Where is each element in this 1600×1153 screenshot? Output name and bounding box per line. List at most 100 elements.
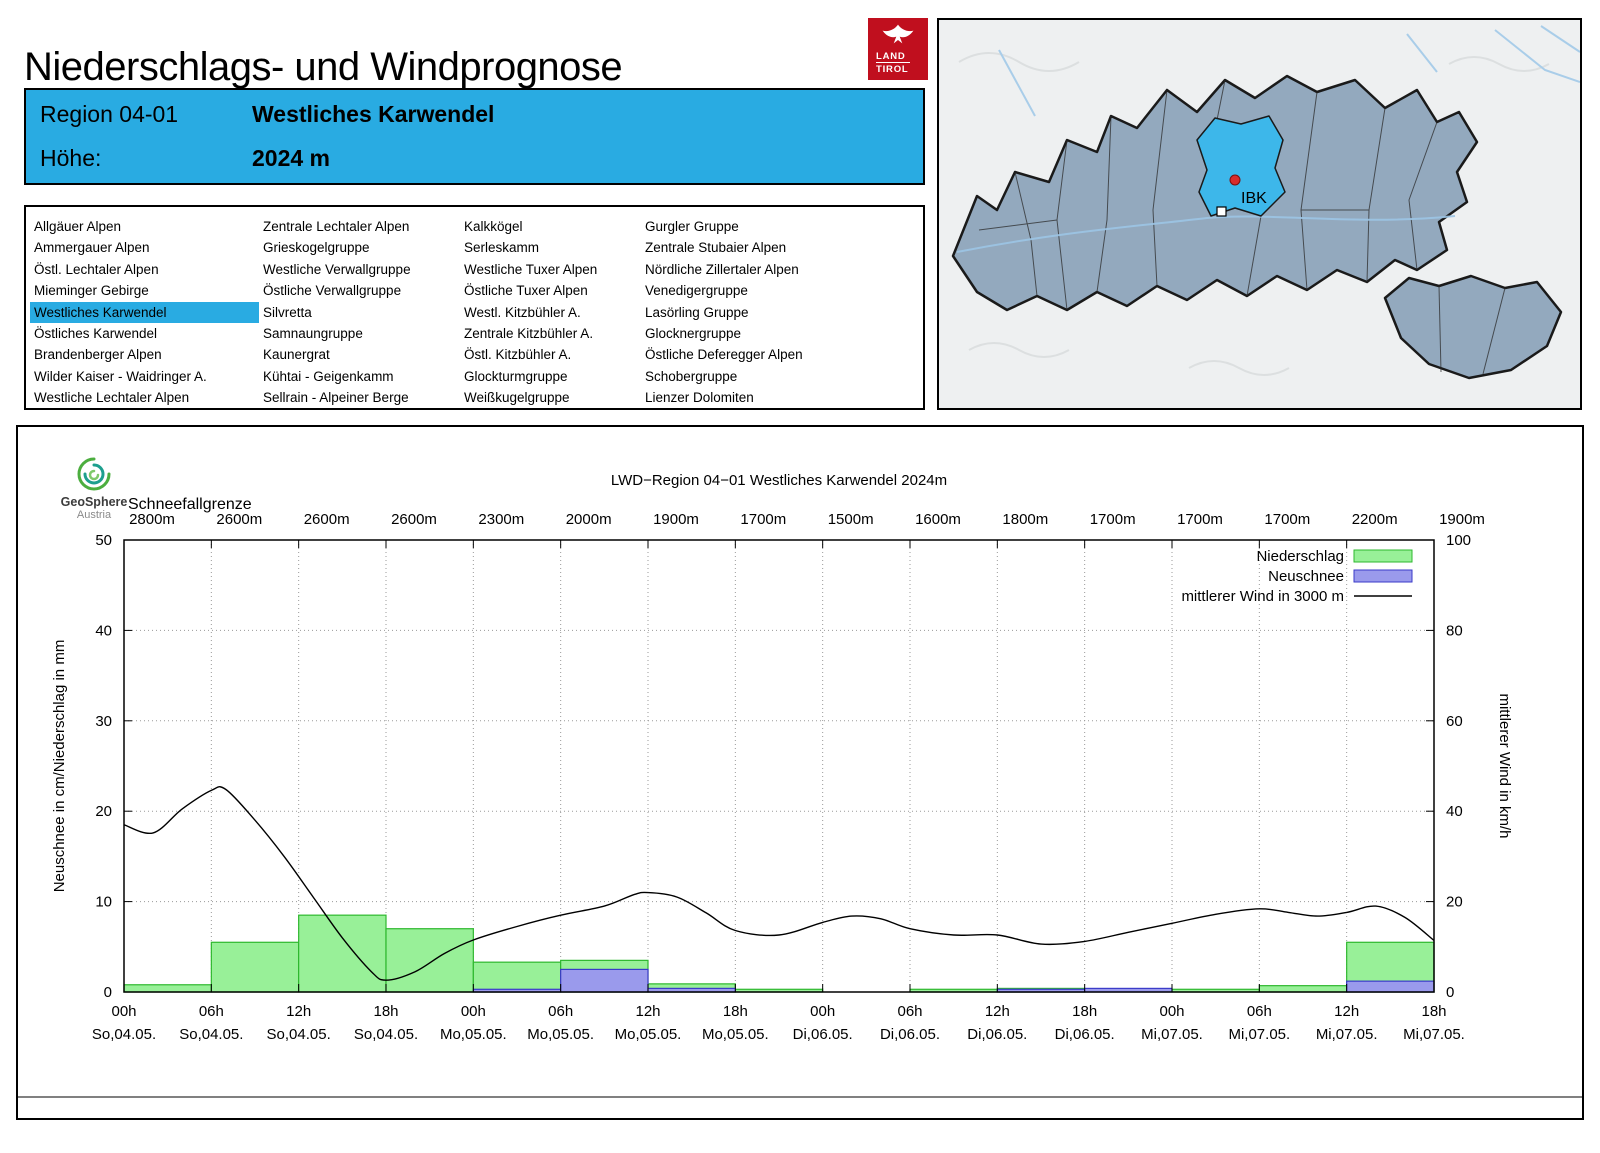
region-list-item[interactable]: Wilder Kaiser - Waidringer A.: [34, 368, 207, 384]
region-list-item[interactable]: Lasörling Gruppe: [645, 304, 749, 320]
region-list-item[interactable]: Brandenberger Alpen: [34, 347, 162, 363]
region-name: Westliches Karwendel: [252, 101, 495, 127]
region-list-item[interactable]: Östliche Deferegger Alpen: [645, 347, 803, 363]
svg-text:1500m: 1500m: [828, 511, 874, 528]
precipitation-bars: [123, 914, 1435, 993]
region-list-item[interactable]: Östliche Verwallgruppe: [263, 283, 402, 299]
svg-text:1700m: 1700m: [1264, 511, 1310, 528]
region-list-item[interactable]: Venedigergruppe: [645, 283, 748, 299]
region-list-item[interactable]: Östl. Lechtaler Alpen: [34, 261, 159, 277]
svg-text:Schneefallgrenze: Schneefallgrenze: [128, 496, 252, 513]
svg-text:Mo,05.05.: Mo,05.05.: [440, 1026, 507, 1043]
svg-text:2300m: 2300m: [478, 511, 524, 528]
region-list-item[interactable]: Östliches Karwendel: [34, 326, 158, 342]
region-list-item[interactable]: Zentrale Lechtaler Alpen: [263, 219, 410, 234]
region-list-item[interactable]: Silvretta: [263, 304, 312, 320]
region-list-item[interactable]: Samnaungruppe: [263, 326, 363, 342]
region-list-item[interactable]: Allgäuer Alpen: [34, 219, 122, 234]
svg-text:0: 0: [1446, 984, 1454, 1001]
svg-text:Mi,07.05.: Mi,07.05.: [1316, 1026, 1378, 1043]
svg-text:80: 80: [1446, 622, 1463, 639]
region-list-item[interactable]: Lienzer Dolomiten: [645, 390, 754, 406]
region-list-item[interactable]: Kaunergrat: [263, 347, 330, 363]
map-selected-region[interactable]: [1196, 115, 1286, 217]
svg-text:12h: 12h: [286, 1003, 311, 1020]
region-list-item[interactable]: Östl. Kitzbühler A.: [464, 347, 572, 363]
map-east-subregion-borders: [1438, 285, 1506, 375]
svg-text:mittlerer Wind in km/h: mittlerer Wind in km/h: [1496, 693, 1513, 838]
region-list-item[interactable]: Zentrale Kitzbühler A.: [464, 326, 594, 342]
ibk-marker-dot: [1229, 174, 1241, 186]
svg-text:So,04.05.: So,04.05.: [92, 1026, 156, 1043]
svg-text:30: 30: [95, 713, 112, 730]
svg-text:18h: 18h: [1072, 1003, 1097, 1020]
svg-text:18h: 18h: [1421, 1003, 1446, 1020]
region-list-item[interactable]: Westliche Verwallgruppe: [263, 261, 411, 277]
svg-text:2600m: 2600m: [304, 511, 350, 528]
tirol-logo-text: LAND TIROL: [876, 51, 910, 75]
chart-axes: 00h So,04.05. 2800m 06h So,04.05. 2600m 12h So,…: [92, 511, 1485, 1043]
svg-text:Mo,05.05.: Mo,05.05.: [615, 1026, 682, 1043]
region-label: Region 04-01: [40, 101, 179, 127]
svg-text:18h: 18h: [723, 1003, 748, 1020]
region-list-item[interactable]: Östliche Tuxer Alpen: [464, 283, 588, 299]
region-list-item[interactable]: Zentrale Stubaier Alpen: [645, 240, 787, 256]
plot-frame: [123, 539, 1435, 993]
region-header-row-region: Region 04-01 Westliches Karwendel: [40, 101, 909, 128]
region-list-item[interactable]: Kalkkögel: [464, 219, 523, 234]
svg-text:Mi,07.05.: Mi,07.05.: [1403, 1026, 1465, 1043]
region-list-item[interactable]: Westl. Kitzbühler A.: [464, 304, 581, 320]
region-list-item[interactable]: Ammergauer Alpen: [34, 240, 150, 256]
region-list-item[interactable]: Westliche Tuxer Alpen: [464, 261, 598, 277]
svg-text:Neuschnee in cm/Niederschlag i: Neuschnee in cm/Niederschlag in mm: [51, 640, 68, 893]
region-list-column: Gurgler Gruppe Zentrale Stubaier Alpen Nör…: [641, 216, 807, 405]
svg-text:06h: 06h: [1247, 1003, 1272, 1020]
svg-text:20: 20: [95, 803, 112, 820]
svg-text:Di,06.05.: Di,06.05.: [793, 1026, 853, 1043]
tirol-map[interactable]: IBK: [937, 18, 1582, 410]
svg-text:00h: 00h: [810, 1003, 835, 1020]
region-list-item[interactable]: Serleskamm: [464, 240, 540, 256]
svg-text:12h: 12h: [1334, 1003, 1359, 1020]
region-list-item[interactable]: Sellrain - Alpeiner Berge: [263, 390, 409, 406]
svg-text:Mi,07.05.: Mi,07.05.: [1141, 1026, 1203, 1043]
svg-text:00h: 00h: [111, 1003, 136, 1020]
region-list-item[interactable]: Gurgler Gruppe: [645, 219, 739, 234]
tirol-logo-line1: LAND: [876, 51, 906, 62]
svg-text:2600m: 2600m: [391, 511, 437, 528]
region-list-item[interactable]: Weißkugelgruppe: [464, 390, 570, 406]
svg-text:So,04.05.: So,04.05.: [354, 1026, 418, 1043]
region-list-item[interactable]: Kühtai - Geigenkamm: [263, 368, 394, 384]
region-list-column: Allgäuer Alpen Ammergauer Alpen Östl. Lech…: [30, 216, 259, 405]
svg-text:Di,06.05.: Di,06.05.: [967, 1026, 1027, 1043]
region-list-item[interactable]: Glockturmgruppe: [464, 368, 568, 384]
ibk-label: IBK: [1241, 190, 1267, 207]
region-list-item[interactable]: Mieminger Gebirge: [34, 283, 149, 299]
region-list-column: Zentrale Lechtaler Alpen Grieskogelgruppe…: [259, 216, 460, 405]
region-list-item[interactable]: Schobergruppe: [645, 368, 738, 384]
region-list-item[interactable]: Grieskogelgruppe: [263, 240, 370, 256]
svg-text:1900m: 1900m: [653, 511, 699, 528]
altitude-label: Höhe:: [40, 145, 102, 171]
svg-text:Mi,07.05.: Mi,07.05.: [1228, 1026, 1290, 1043]
region-list-item[interactable]: Nördliche Zillertaler Alpen: [645, 261, 799, 277]
svg-text:40: 40: [95, 622, 112, 639]
svg-text:00h: 00h: [1159, 1003, 1184, 1020]
wind-line: [123, 786, 1435, 981]
svg-text:20: 20: [1446, 894, 1463, 911]
svg-text:18h: 18h: [373, 1003, 398, 1020]
svg-text:2200m: 2200m: [1352, 511, 1398, 528]
svg-text:06h: 06h: [897, 1003, 922, 1020]
svg-text:00h: 00h: [461, 1003, 486, 1020]
region-list-item[interactable]: Glocknergruppe: [645, 326, 742, 342]
svg-text:2800m: 2800m: [129, 511, 175, 528]
region-header-row-altitude: Höhe: 2024 m: [40, 145, 909, 172]
svg-text:Neuschnee: Neuschnee: [1268, 568, 1344, 585]
svg-text:LWD−Region 04−01 Westliches Ka: LWD−Region 04−01 Westliches Karwendel 20…: [611, 472, 947, 489]
region-list-item[interactable]: Westliche Lechtaler Alpen: [34, 390, 190, 406]
region-list-item[interactable]: Westliches Karwendel: [30, 301, 259, 324]
svg-text:1900m: 1900m: [1439, 511, 1485, 528]
svg-text:0: 0: [104, 984, 112, 1001]
svg-text:1800m: 1800m: [1002, 511, 1048, 528]
svg-text:10: 10: [95, 894, 112, 911]
